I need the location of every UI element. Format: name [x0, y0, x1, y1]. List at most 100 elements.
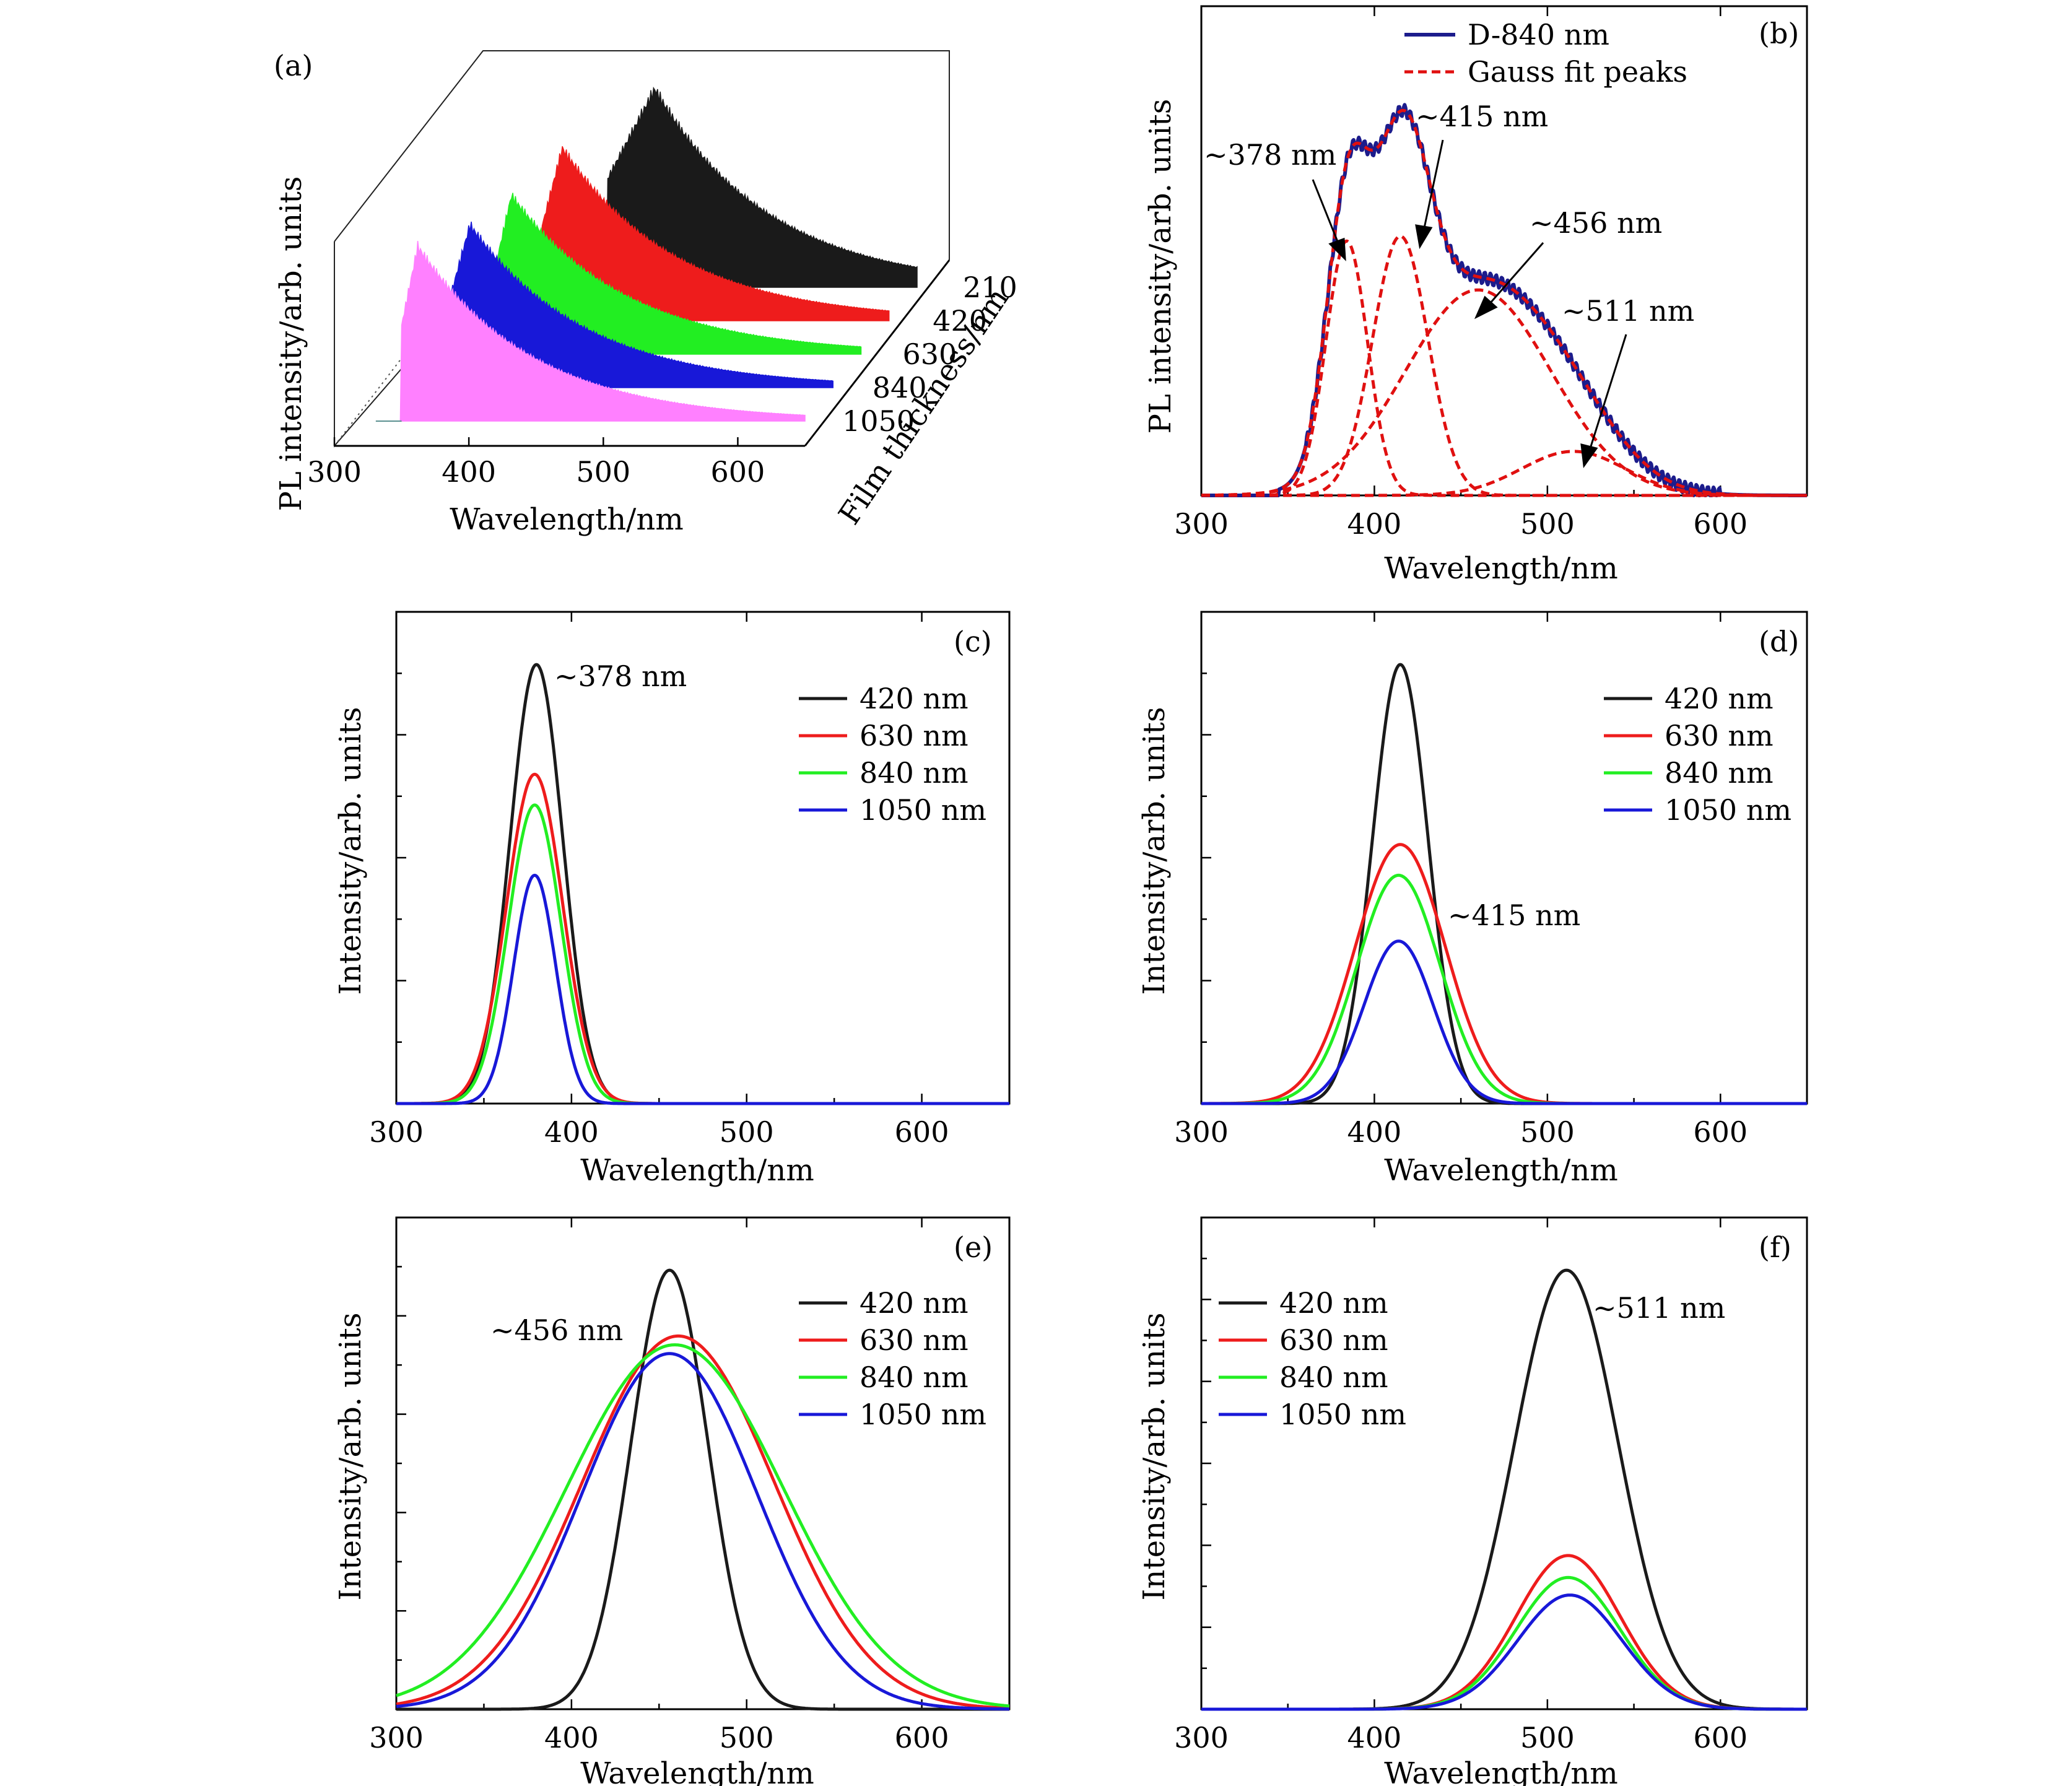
- panel-a-depth-tick-420: 420: [933, 304, 987, 338]
- panel-c-series-2: [395, 803, 1011, 1105]
- panel-b-x-tick-label-600: 600: [1693, 507, 1748, 541]
- panel-d-plot: 300 400 500 600: [1174, 611, 1808, 1149]
- panel-e-xlabel: Wavelength/nm: [580, 1756, 814, 1786]
- panel-f-legend-label-2: 840 nm: [1279, 1361, 1388, 1394]
- panel-a-spectrum-420: [535, 146, 890, 321]
- panel-d-xlabel: Wavelength/nm: [1384, 1153, 1618, 1188]
- panel-c-plot: 300 400 500 600: [369, 611, 1011, 1149]
- panel-a-depth-tick-840: 840: [873, 371, 927, 404]
- panel-c-x-tick-label-300: 300: [369, 1115, 424, 1149]
- panel-a-depth-tick-210: 210: [963, 271, 1017, 304]
- panel-c: 300 400 500 600 (c) Wavelength/nm Intensity…: [333, 611, 1011, 1188]
- panel-c-label: (c): [954, 625, 992, 658]
- panel-d: 300 400 500 600 (d) Wavelength/nm Intensity…: [1137, 611, 1808, 1188]
- panel-d-legend-label-3: 1050 nm: [1665, 793, 1791, 827]
- panel-a-xlabel: Wavelength/nm: [450, 502, 684, 537]
- panel-e-label: (e): [954, 1231, 993, 1264]
- panel-a-spectrum-840: [443, 221, 834, 388]
- panel-f-series-1: [1200, 1554, 1808, 1711]
- panel-c-x-tick-label-600: 600: [895, 1115, 949, 1149]
- panel-a-label: (a): [274, 49, 313, 82]
- panel-b-annotation-456: ~456 nm: [1530, 206, 1662, 240]
- panel-b-legend-label-data: D-840 nm: [1468, 18, 1609, 51]
- panel-d-series-3: [1200, 939, 1808, 1105]
- panel-b-xlabel: Wavelength/nm: [1384, 551, 1618, 586]
- panel-e-x-tick-label-300: 300: [369, 1721, 424, 1754]
- panel-c-annotation: ~378 nm: [554, 660, 687, 693]
- panel-a-x-tick-label-500: 500: [576, 455, 630, 489]
- panel-f-series-3: [1200, 1593, 1808, 1711]
- panel-b: 300 400 500 600 (b) Wavelength/nm PL intens…: [1143, 5, 1808, 586]
- panel-a-spectrum-210: [601, 86, 918, 288]
- panel-b-annotation-511: ~511 nm: [1562, 294, 1694, 328]
- panel-e-legend-label-3: 1050 nm: [860, 1398, 986, 1431]
- panel-f: 300 400 500 600 (f) Wavelength/nm Intensity…: [1137, 1216, 1808, 1786]
- panel-b-legend-label-fit: Gauss fit peaks: [1468, 55, 1687, 89]
- panel-a-depth-axis: [804, 259, 951, 446]
- panel-c-xlabel: Wavelength/nm: [580, 1153, 814, 1188]
- panel-a-depth-tick-630: 630: [903, 338, 957, 371]
- panel-d-annotation: ~415 nm: [1448, 899, 1580, 932]
- panel-b-x-tick-label-400: 400: [1347, 507, 1402, 541]
- panel-a-x-tick-label-600: 600: [711, 455, 765, 489]
- panel-a-ylabel: PL intensity/arb. units: [274, 176, 308, 512]
- panel-f-annotation: ~511 nm: [1593, 1291, 1725, 1325]
- panel-b-x-tick-label-300: 300: [1174, 507, 1229, 541]
- panel-d-x-tick-label-400: 400: [1347, 1115, 1402, 1149]
- panel-d-x-tick-label-600: 600: [1693, 1115, 1748, 1149]
- panel-c-legend-label-3: 1050 nm: [860, 793, 986, 827]
- panel-c-legend-label-0: 420 nm: [860, 682, 969, 715]
- panel-f-ylabel: Intensity/arb. units: [1137, 1313, 1172, 1601]
- panel-e-x-tick-label-500: 500: [720, 1721, 774, 1754]
- panel-b-gauss-peak-0: [1200, 239, 1808, 497]
- panel-e-x-tick-label-400: 400: [544, 1721, 599, 1754]
- panel-e-legend-label-0: 420 nm: [860, 1286, 969, 1320]
- panel-a-box-back: [334, 50, 950, 260]
- panel-a-depth-tick-1050: 1050: [842, 404, 915, 438]
- panel-b-annotation-415: ~415 nm: [1416, 100, 1548, 133]
- panel-f-legend-label-0: 420 nm: [1279, 1286, 1388, 1320]
- panel-d-ylabel: Intensity/arb. units: [1137, 707, 1172, 995]
- panel-f-x-tick-label-400: 400: [1347, 1721, 1402, 1754]
- panel-f-xlabel: Wavelength/nm: [1384, 1756, 1618, 1786]
- panel-f-x-tick-label-600: 600: [1693, 1721, 1748, 1754]
- panel-b-annotation-378: ~378 nm: [1204, 138, 1336, 172]
- panel-e-x-tick-label-600: 600: [895, 1721, 949, 1754]
- panel-c-series-3: [395, 873, 1011, 1105]
- panel-f-legend-label-3: 1050 nm: [1279, 1398, 1406, 1431]
- panel-c-x-tick-label-400: 400: [544, 1115, 599, 1149]
- panel-f-series-2: [1200, 1575, 1808, 1711]
- panel-e-series-3: [395, 1352, 1011, 1711]
- panel-e-series-0: [395, 1268, 1011, 1711]
- panel-a-box-left: [334, 242, 409, 448]
- panel-b-gauss-peak-2: [1200, 288, 1808, 497]
- panel-e: 300 400 500 600 (e) Wavelength/nm Intensity…: [333, 1216, 1011, 1786]
- panel-c-ylabel: Intensity/arb. units: [333, 707, 368, 995]
- panel-e-series-2: [395, 1343, 1011, 1708]
- panel-d-series-1: [1200, 843, 1808, 1105]
- panel-b-gauss-peak-1: [1200, 234, 1808, 497]
- panel-d-label: (d): [1759, 625, 1799, 658]
- panel-c-legend-label-1: 630 nm: [860, 719, 969, 752]
- panel-a-spectra: [375, 86, 918, 422]
- panel-b-x-tick-label-500: 500: [1520, 507, 1575, 541]
- panel-a-x-ticks: 300 400 500 600: [307, 437, 765, 489]
- panel-f-label: (f): [1759, 1231, 1791, 1264]
- panel-e-plot: 300 400 500 600: [369, 1216, 1011, 1754]
- panel-e-legend-label-1: 630 nm: [860, 1323, 969, 1357]
- panel-b-plot: 300 400 500 600: [1174, 5, 1808, 541]
- panel-b-label: (b): [1759, 17, 1799, 50]
- panel-c-legend-label-2: 840 nm: [860, 756, 969, 790]
- panel-f-plot: 300 400 500 600: [1174, 1216, 1808, 1754]
- panel-e-legend-label-2: 840 nm: [860, 1361, 969, 1394]
- panel-d-legend-label-2: 840 nm: [1665, 756, 1774, 790]
- panel-a-x-tick-label-300: 300: [307, 455, 362, 489]
- panel-b-gauss-sum: [1200, 108, 1808, 497]
